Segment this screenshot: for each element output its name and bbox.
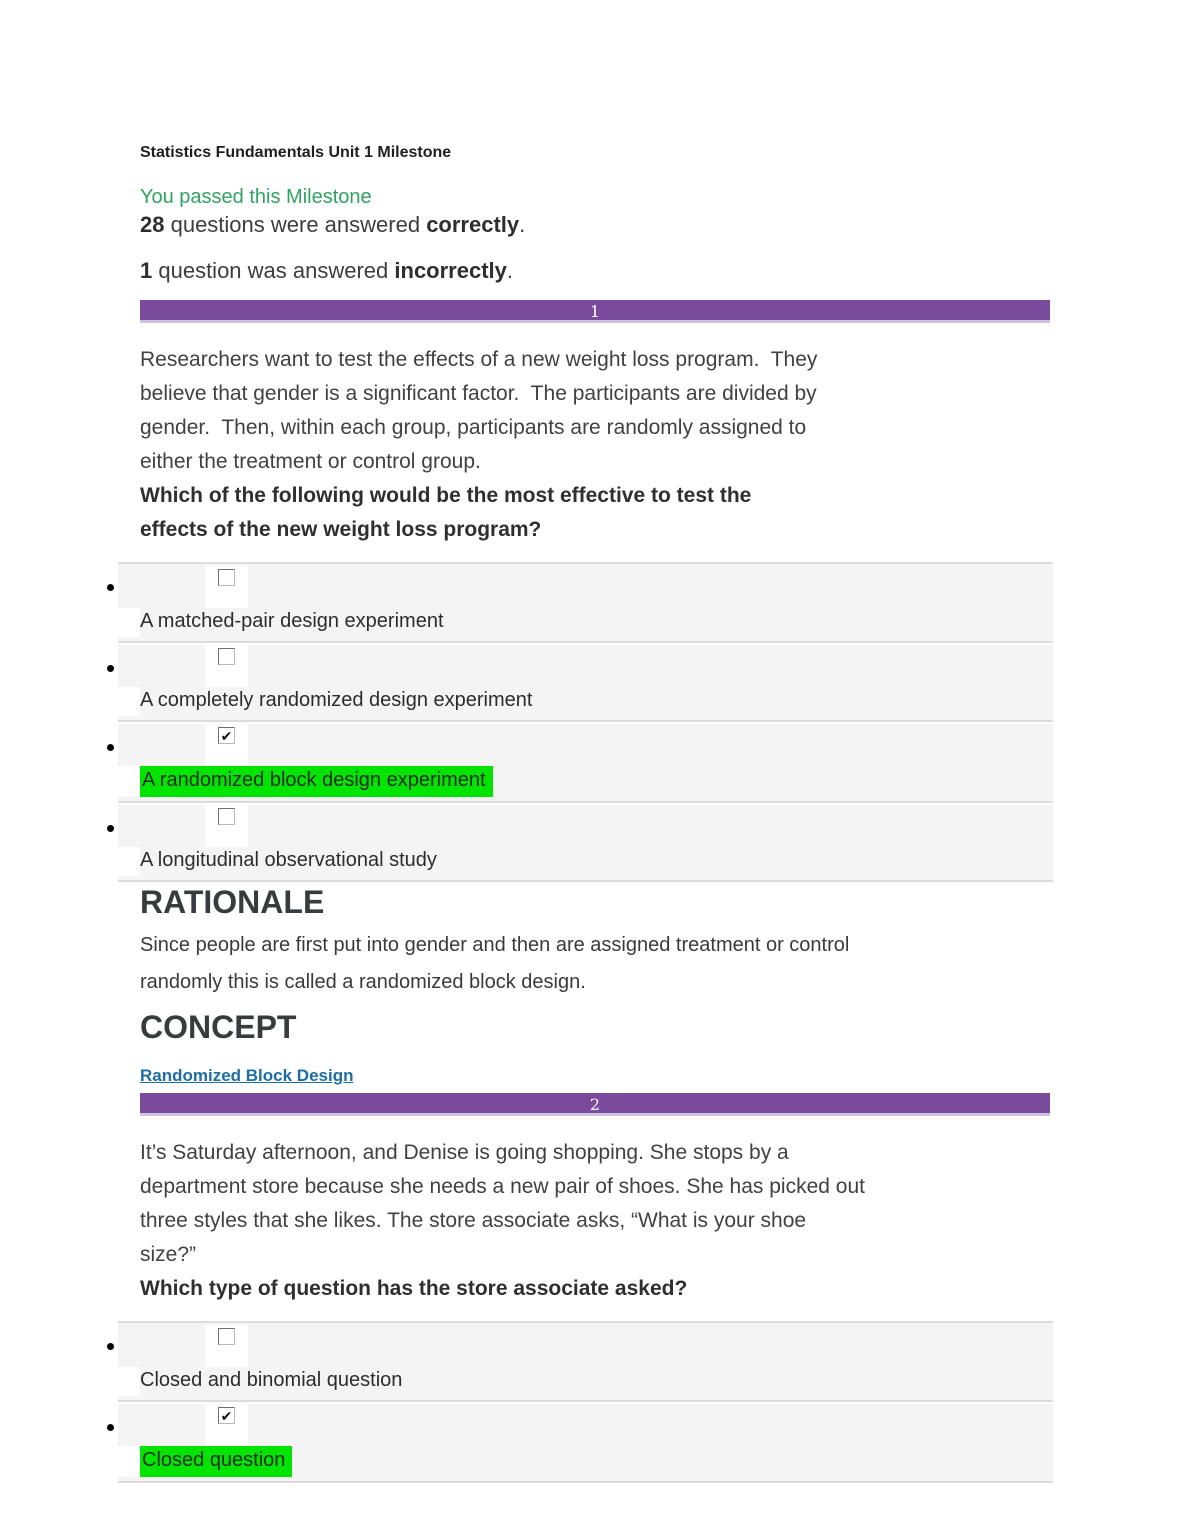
list-bullet-icon (107, 1343, 114, 1350)
answer-checkbox[interactable] (218, 569, 235, 586)
answer-checkbox[interactable] (218, 1407, 235, 1424)
answer-option[interactable]: A completely randomized design experimen… (107, 645, 1053, 722)
question-block: 2 It’s Saturday afternoon, and Denise is… (107, 1093, 1053, 1483)
list-bullet-icon (107, 665, 114, 672)
question-prompt: Researchers want to test the effects of … (140, 348, 818, 473)
answer-option[interactable]: A randomized block design experiment (107, 724, 1053, 803)
question-text: Which of the following would be the most… (140, 484, 752, 541)
answer-option[interactable]: Closed and binomial question (107, 1321, 1053, 1402)
answer-label: A completely randomized design experimen… (140, 689, 533, 711)
answer-label: Closed question (140, 1446, 293, 1477)
checkbox-cell (205, 1325, 248, 1367)
answer-label-row: Closed and binomial question (118, 1367, 1053, 1396)
checkbox-cell (205, 566, 248, 608)
questions-container: 1 Researchers want to test the effects o… (107, 300, 1053, 1483)
correct-count-line: 28 questions were answered correctly. (140, 212, 1050, 238)
answer-option[interactable]: Closed question (107, 1404, 1053, 1483)
answer-option[interactable]: A matched-pair design experiment (107, 562, 1053, 643)
correct-text: questions were answered (164, 212, 427, 237)
rationale-block: RATIONALE Since people are first put int… (140, 884, 1050, 1093)
correct-suffix: . (519, 212, 526, 237)
concept-link[interactable]: Randomized Block Design (140, 1066, 354, 1085)
question-extra: RATIONALE Since people are first put int… (140, 884, 1050, 1093)
incorrect-emphasis: incorrectly (394, 258, 507, 283)
options-list: A matched-pair design experiment A compl… (107, 562, 1053, 882)
incorrect-count: 1 (140, 258, 153, 283)
question-number-bar: 1 (140, 300, 1050, 323)
question-number: 2 (589, 1095, 601, 1114)
question-block: 1 Researchers want to test the effects o… (107, 300, 1053, 1093)
answer-checkbox[interactable] (218, 648, 235, 665)
incorrect-count-line: 1 question was answered incorrectly. (140, 258, 1050, 284)
list-bullet-icon (107, 825, 114, 832)
incorrect-text: question was answered (152, 258, 395, 283)
answer-label-row: A longitudinal observational study (118, 847, 1053, 876)
question-prompt: It’s Saturday afternoon, and Denise is g… (140, 1141, 865, 1266)
answer-label: Closed and binomial question (140, 1369, 403, 1391)
rationale-heading: RATIONALE (140, 884, 325, 920)
answer-checkbox[interactable] (218, 727, 235, 744)
answer-label-row: A completely randomized design experimen… (118, 687, 1053, 716)
milestone-results-page: Statistics Fundamentals Unit 1 Milestone… (107, 0, 1053, 1483)
answer-checkbox[interactable] (218, 1328, 235, 1345)
answer-label-row: A matched-pair design experiment (118, 608, 1053, 637)
checkbox-cell (205, 1404, 248, 1446)
question-text: Which type of question has the store ass… (140, 1277, 688, 1300)
correct-count: 28 (140, 212, 165, 237)
answer-checkbox[interactable] (218, 808, 235, 825)
question-number: 1 (589, 302, 601, 321)
correct-emphasis: correctly (426, 212, 520, 237)
list-bullet-icon (107, 744, 114, 751)
incorrect-suffix: . (506, 258, 514, 283)
answer-label: A matched-pair design experiment (140, 610, 444, 632)
list-bullet-icon (107, 584, 114, 591)
list-bullet-icon (107, 1424, 114, 1431)
answer-label-row: A randomized block design experiment (118, 766, 1053, 797)
checkbox-cell (205, 724, 248, 766)
concept-heading: CONCEPT (140, 1009, 297, 1045)
page-title: Statistics Fundamentals Unit 1 Milestone (140, 144, 452, 161)
answer-label: A randomized block design experiment (140, 766, 493, 797)
answer-option[interactable]: A longitudinal observational study (107, 805, 1053, 882)
question-number-bar: 2 (140, 1093, 1050, 1116)
checkbox-cell (205, 805, 248, 847)
rationale-text: Since people are first put into gender a… (140, 934, 850, 993)
answer-label: A longitudinal observational study (140, 849, 437, 871)
answer-label-row: Closed question (118, 1446, 1053, 1477)
pass-message: You passed this Milestone (140, 186, 372, 208)
options-list: Closed and binomial question Closed ques… (107, 1321, 1053, 1483)
checkbox-cell (205, 645, 248, 687)
